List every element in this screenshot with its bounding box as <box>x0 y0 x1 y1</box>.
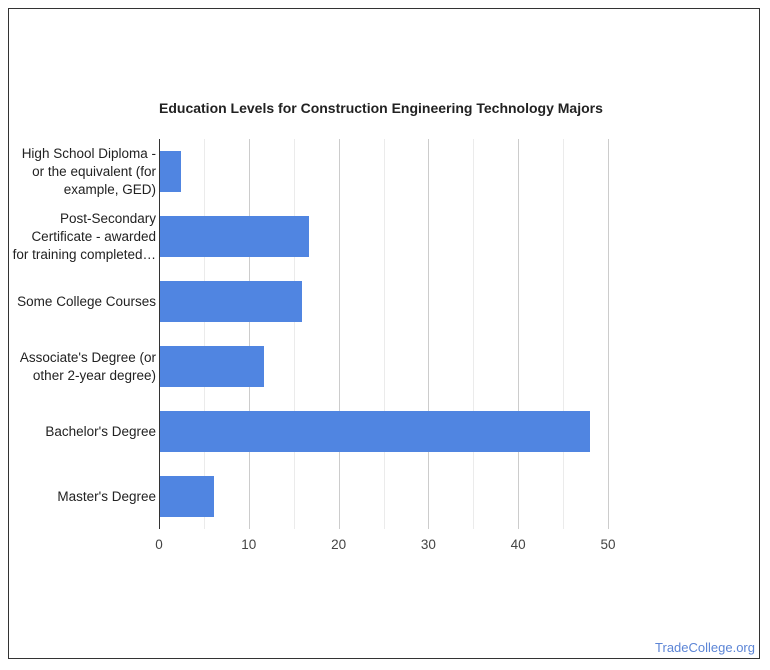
gridline <box>338 139 340 529</box>
category-label: Bachelor's Degree <box>0 423 156 441</box>
gridline <box>608 139 609 529</box>
category-label: Master's Degree <box>0 488 156 506</box>
category-label-line: example, GED) <box>63 181 156 197</box>
x-tick-label: 20 <box>331 537 347 552</box>
category-label-line: Master's Degree <box>57 488 156 504</box>
x-tick-label: 0 <box>155 537 163 552</box>
gridline <box>203 139 205 529</box>
category-label-line: Certificate - awarded <box>31 228 156 244</box>
bar[interactable] <box>160 216 310 257</box>
chart-title: Education Levels for Construction Engine… <box>159 100 603 116</box>
category-label: High School Diploma - or the equivalent (… <box>0 145 156 199</box>
category-label-line: for training completed… <box>12 246 156 262</box>
bar[interactable] <box>160 476 214 517</box>
gridline <box>293 139 295 529</box>
x-tick-label: 10 <box>241 537 257 552</box>
gridline <box>383 139 385 529</box>
category-label-line: Associate's Degree (or <box>19 349 156 365</box>
category-label-line: other 2-year degree) <box>32 367 156 383</box>
gridline <box>248 139 250 529</box>
bar[interactable] <box>160 411 591 452</box>
category-label: Associate's Degree (or other 2-year degre… <box>0 349 156 385</box>
x-tick-label: 40 <box>510 537 526 552</box>
category-label-line: Post-Secondary <box>59 210 156 226</box>
gridline <box>428 139 430 529</box>
bar[interactable] <box>160 151 181 192</box>
x-tick-label: 30 <box>420 537 436 552</box>
category-label-line: Some College Courses <box>17 293 156 309</box>
source-credit-link[interactable]: TradeCollege.org <box>655 640 755 655</box>
gridline <box>473 139 475 529</box>
category-label-line: Bachelor's Degree <box>45 423 156 439</box>
y-axis-line <box>159 139 160 529</box>
category-label-line: High School Diploma - <box>21 145 156 161</box>
gridline <box>518 139 520 529</box>
category-label: Some College Courses <box>0 293 156 311</box>
category-label-line: or the equivalent (for <box>32 163 156 179</box>
category-label: Post-Secondary Certificate - awarded for t… <box>0 210 156 264</box>
x-tick-label: 50 <box>600 537 616 552</box>
bar[interactable] <box>160 346 265 387</box>
plot-area <box>159 139 609 529</box>
gridline <box>563 139 565 529</box>
bar[interactable] <box>160 281 302 322</box>
